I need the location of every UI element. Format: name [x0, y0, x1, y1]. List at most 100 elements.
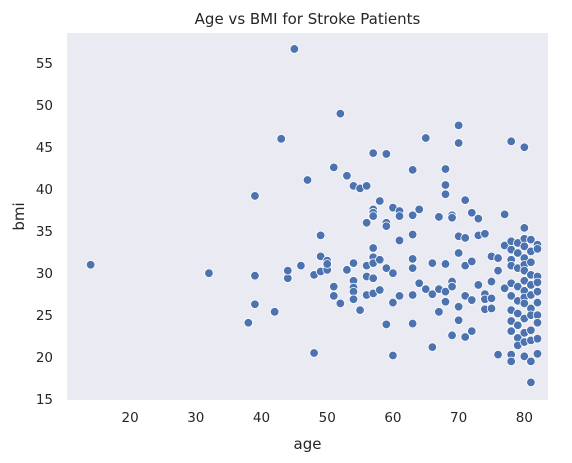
data-point [532, 333, 543, 344]
data-point [519, 223, 530, 233]
data-point [388, 297, 398, 308]
data-point [348, 294, 359, 304]
x-tick-label: 20 [121, 410, 138, 426]
data-point [526, 356, 536, 367]
y-axis-ticks: 15 20 25 30 35 40 45 50 55 [36, 56, 53, 408]
data-point [394, 291, 405, 301]
data-point [394, 235, 405, 246]
data-point [375, 196, 385, 206]
data-point [526, 257, 536, 267]
x-tick-label: 70 [450, 410, 467, 426]
data-point [453, 248, 464, 258]
data-point [453, 302, 464, 312]
y-tick-label: 50 [36, 98, 53, 114]
data-point [342, 171, 352, 181]
y-tick-label: 25 [36, 308, 53, 324]
data-point [506, 326, 516, 336]
data-point [276, 134, 286, 144]
y-tick-label: 30 [36, 266, 53, 282]
data-point [315, 230, 326, 241]
data-point [532, 277, 543, 288]
x-axis-label: age [294, 435, 322, 453]
data-point [453, 120, 464, 131]
data-point [407, 263, 418, 273]
y-tick-label: 20 [36, 350, 53, 366]
data-point [427, 289, 438, 299]
data-point [375, 285, 385, 295]
data-point [506, 316, 516, 326]
data-point [329, 291, 339, 301]
data-point [467, 326, 477, 336]
data-point [85, 260, 96, 270]
data-points [85, 44, 543, 388]
y-tick-label: 55 [36, 56, 53, 72]
data-point [440, 189, 451, 199]
data-point [388, 350, 398, 361]
data-point [486, 276, 497, 287]
data-point [460, 195, 470, 205]
data-point [460, 260, 470, 271]
y-tick-label: 15 [36, 392, 53, 408]
x-tick-label: 30 [187, 410, 204, 426]
data-point [388, 268, 398, 278]
data-point [315, 251, 326, 262]
data-point [506, 356, 516, 367]
data-point [486, 303, 497, 314]
x-tick-label: 50 [319, 410, 336, 426]
data-point [329, 281, 339, 292]
data-point [519, 351, 530, 362]
data-point [519, 298, 530, 309]
y-tick-label: 35 [36, 224, 53, 240]
data-point [434, 212, 444, 222]
data-point [513, 320, 523, 330]
data-point [440, 286, 451, 297]
data-point [414, 278, 424, 288]
data-point [499, 240, 510, 251]
data-point [361, 218, 372, 228]
data-point [407, 229, 418, 240]
data-point [381, 319, 392, 330]
data-point [506, 136, 516, 147]
data-point [421, 284, 431, 294]
data-point [407, 254, 418, 264]
data-point [427, 342, 438, 352]
data-point [532, 286, 543, 297]
data-point [453, 315, 464, 325]
data-point [519, 265, 530, 276]
data-point [407, 165, 418, 175]
data-point [532, 244, 543, 254]
data-point [355, 305, 365, 315]
data-point [532, 318, 543, 328]
data-point [473, 280, 484, 290]
data-point [407, 290, 418, 300]
data-point [381, 221, 392, 231]
data-point [361, 181, 372, 191]
data-point [526, 377, 536, 388]
data-point [289, 44, 300, 54]
data-point [460, 233, 470, 243]
data-point [296, 260, 306, 271]
data-point [427, 258, 438, 268]
data-point [447, 281, 457, 292]
data-point [440, 180, 451, 190]
data-point [322, 259, 332, 269]
data-point [519, 276, 530, 286]
y-tick-label: 40 [36, 182, 53, 198]
data-point [499, 209, 510, 220]
data-point [309, 348, 319, 358]
data-point [414, 204, 424, 215]
data-point [394, 211, 405, 221]
data-point [243, 318, 254, 328]
data-point [453, 138, 464, 148]
x-axis-ticks: 20 30 40 50 60 70 80 [121, 410, 532, 426]
data-point [440, 297, 451, 307]
data-point [440, 164, 451, 174]
y-axis-label: bmi [10, 202, 28, 230]
data-point [447, 330, 457, 341]
data-point [421, 133, 431, 143]
data-point [513, 248, 523, 258]
data-point [440, 259, 451, 269]
data-point [407, 318, 418, 329]
data-point [407, 210, 418, 220]
data-point [519, 142, 530, 152]
